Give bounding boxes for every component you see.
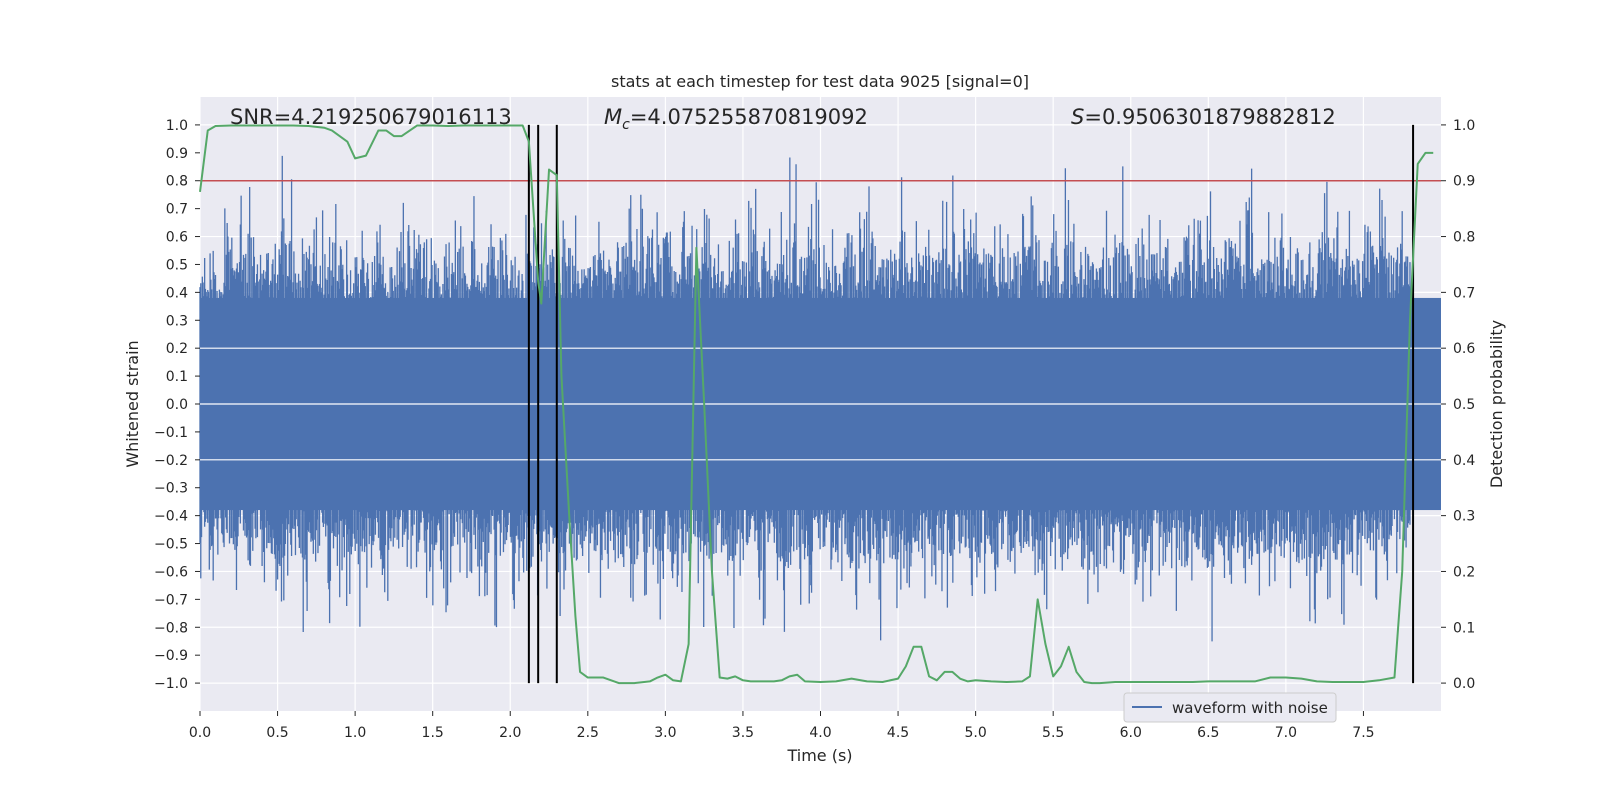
legend-label: waveform with noise [1172, 699, 1328, 717]
y-left-tick-label: 0.5 [166, 257, 188, 273]
chirp-mass-subscript: c [622, 117, 630, 133]
chart-title: stats at each timestep for test data 902… [611, 72, 1029, 91]
x-tick-label: 7.5 [1352, 725, 1374, 741]
probability-series [199, 124, 1434, 685]
x-tick-label: 1.0 [344, 725, 366, 741]
y-left-tick-label: 0.6 [166, 230, 188, 246]
y-left-tick-label: −0.8 [154, 620, 188, 636]
x-tick-label: 4.5 [887, 725, 909, 741]
y-right-tick-label: 0.7 [1453, 285, 1475, 301]
y-left-tick-label: 0.7 [166, 202, 188, 218]
y-left-tick-label: −0.5 [154, 537, 188, 553]
y-right-tick-label: 0.8 [1453, 230, 1475, 246]
x-tick-label: 1.5 [422, 725, 444, 741]
chirp-mass-annotation: Mc=4.075255870819092 [604, 105, 868, 133]
x-tick-label: 0.0 [189, 725, 211, 741]
y-left-tick-label: −0.7 [154, 592, 188, 608]
y-axis-right-label: Detection probability [1487, 320, 1506, 488]
y-right-tick-label: 0.9 [1453, 174, 1475, 190]
x-tick-label: 6.0 [1120, 725, 1142, 741]
x-tick-label: 5.0 [964, 725, 986, 741]
y-right-tick-label: 0.5 [1453, 397, 1475, 413]
chirp-mass-value: =4.075255870819092 [630, 105, 868, 129]
x-axis-label: Time (s) [786, 746, 852, 765]
y-left-tick-label: −0.6 [154, 564, 188, 580]
x-tick-label: 5.5 [1042, 725, 1064, 741]
y-left-tick-label: −0.9 [154, 648, 188, 664]
y-axis-left-label: Whitened strain [123, 340, 142, 467]
x-axis-ticks: 0.0 0.5 1.0 1.5 2.0 2.5 3.0 3.5 4.0 4.5 5.0 5.5 6.0 6… [189, 711, 1375, 741]
y-left-tick-label: 0.4 [166, 285, 188, 301]
x-tick-label: 2.5 [577, 725, 599, 741]
y-left-tick-label: 0.9 [166, 146, 188, 162]
s-value: =0.9506301879882812 [1084, 105, 1335, 129]
y-right-tick-label: 0.2 [1453, 564, 1475, 580]
legend: waveform with noise [1123, 692, 1337, 723]
y-right-tick-label: 1.0 [1453, 118, 1475, 134]
y-left-tick-label: 0.0 [166, 397, 188, 413]
x-tick-label: 7.0 [1275, 725, 1297, 741]
y-right-tick-label: 0.4 [1453, 453, 1475, 469]
waveform-series [199, 155, 1441, 642]
snr-annotation: SNR=4.219250679016113 [230, 105, 512, 129]
x-tick-label: 2.0 [499, 725, 521, 741]
x-tick-label: 4.0 [809, 725, 831, 741]
y-right-tick-label: 0.3 [1453, 509, 1475, 525]
y-right-tick-label: 0.0 [1453, 676, 1475, 692]
y-axis-left-ticks: 1.0 0.9 0.8 0.7 0.6 0.5 0.4 0.3 0.2 0.1 0.0 −0.1 −0.… [154, 118, 200, 692]
x-tick-label: 3.0 [654, 725, 676, 741]
y-left-tick-label: 0.3 [166, 313, 188, 329]
s-symbol: S [1071, 105, 1084, 129]
y-left-tick-label: 0.2 [166, 341, 188, 357]
y-axis-right-ticks: 1.0 0.9 0.8 0.7 0.6 0.5 0.4 0.3 0.2 0.1 0.0 [1441, 118, 1475, 692]
y-left-tick-label: 0.1 [166, 369, 188, 385]
probability-line [199, 124, 1434, 685]
y-left-tick-label: 1.0 [166, 118, 188, 134]
y-left-tick-label: −0.4 [154, 509, 188, 525]
y-right-tick-label: 0.6 [1453, 341, 1475, 357]
x-tick-label: 6.5 [1197, 725, 1219, 741]
y-left-tick-label: −0.1 [154, 425, 188, 441]
x-tick-label: 3.5 [732, 725, 754, 741]
y-left-tick-label: −1.0 [154, 676, 188, 692]
legend-box [1123, 692, 1337, 723]
y-left-tick-label: −0.3 [154, 481, 188, 497]
chirp-mass-symbol: M [604, 105, 622, 129]
x-tick-label: 0.5 [266, 725, 288, 741]
y-left-tick-label: 0.8 [166, 174, 188, 190]
y-left-tick-label: −0.2 [154, 453, 188, 469]
s-annotation: S=0.9506301879882812 [1071, 105, 1336, 129]
y-right-tick-label: 0.1 [1453, 620, 1475, 636]
